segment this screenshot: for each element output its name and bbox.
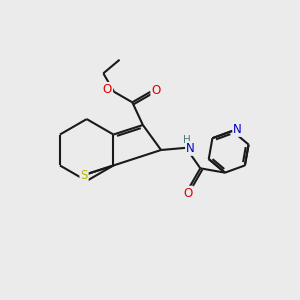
Text: S: S — [80, 169, 88, 182]
Text: N: N — [233, 123, 242, 136]
Text: N: N — [186, 142, 195, 155]
Text: H: H — [183, 136, 190, 146]
Text: O: O — [151, 84, 160, 97]
Text: O: O — [184, 187, 193, 200]
Text: O: O — [103, 83, 112, 96]
